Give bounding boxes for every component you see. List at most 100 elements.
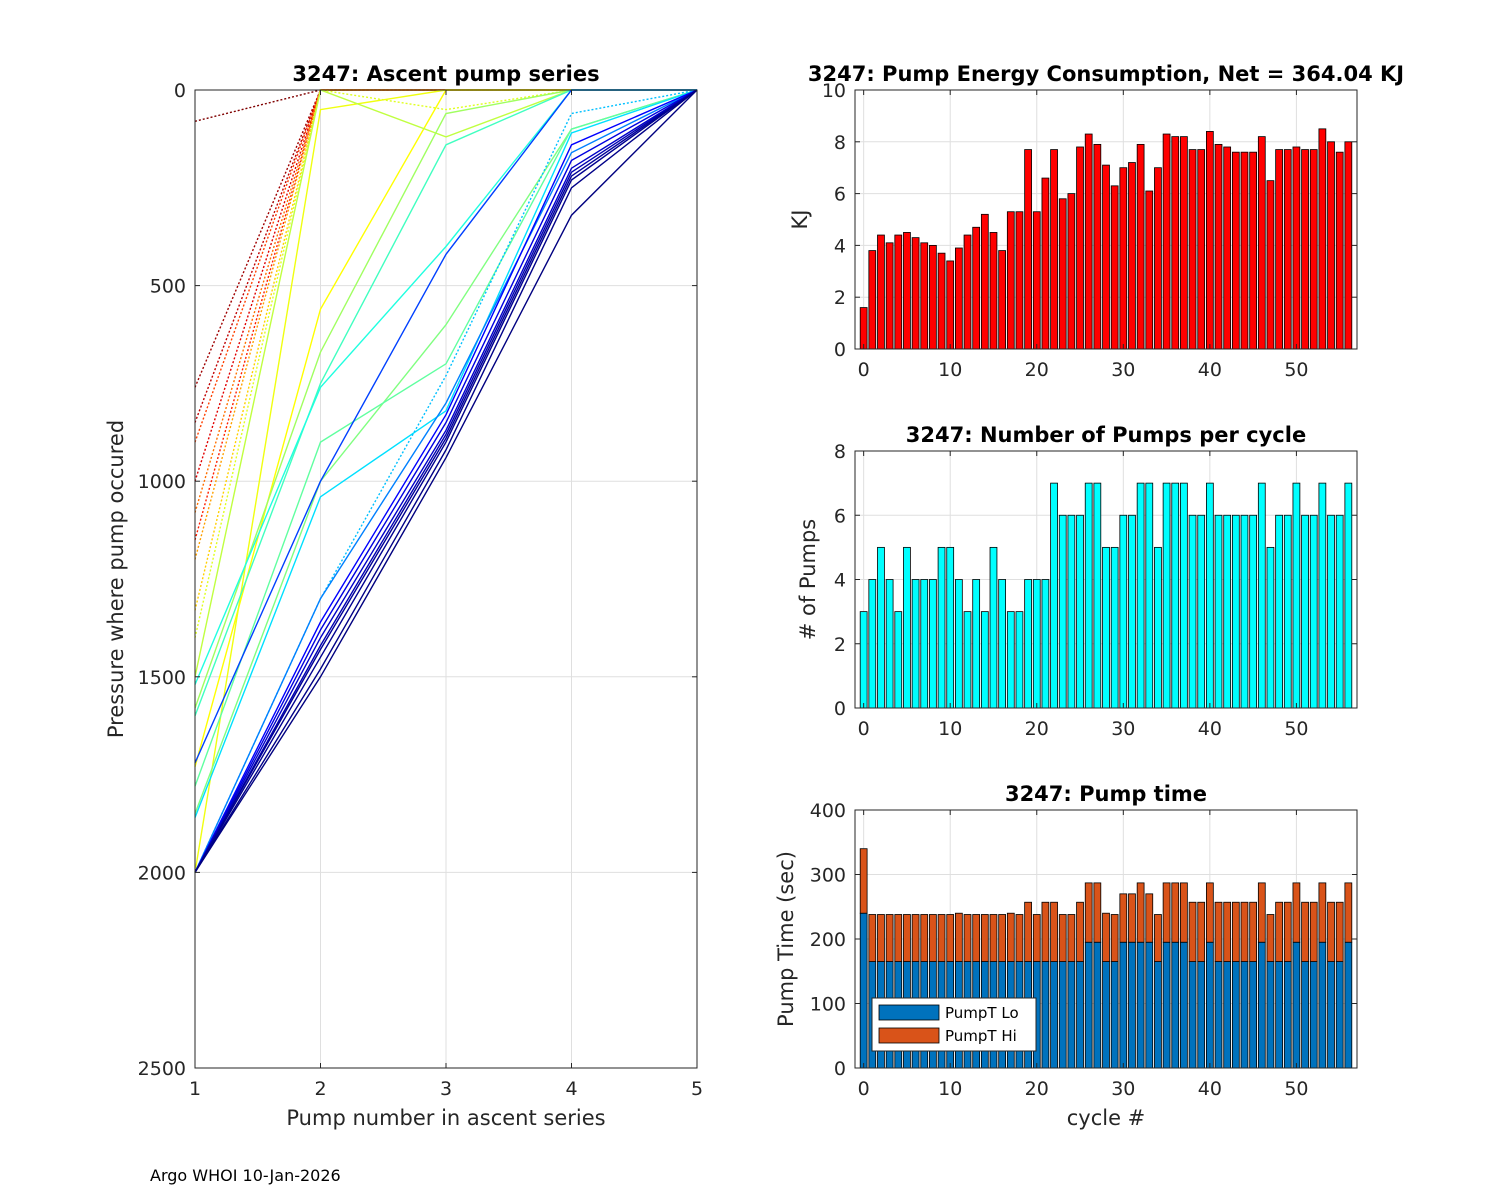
pumps-bar [1240,514,1249,709]
pumpt-lo-bar [1180,941,1188,1069]
x-tick-label: 10 [938,1078,962,1100]
energy-bar [868,250,877,350]
x-tick-label: 0 [858,1078,870,1100]
pumpt-hi-bar [1283,901,1292,962]
pumpt-hi-bar [963,914,972,962]
legend-label: PumpT Lo [945,1004,1019,1022]
pumps-bar [1110,546,1119,709]
y-tick-label: 400 [810,800,846,822]
pumpt-lo-bar [1050,961,1058,1069]
pumpt-lo-bar [1145,941,1154,1069]
energy-bar [1084,133,1093,350]
y-tick-label: 6 [834,505,846,527]
pumpt-hi-bar [972,914,981,962]
energy-bar [1015,211,1024,350]
pumpt-hi-bar [1102,912,1110,962]
legend-swatch [878,1027,940,1044]
pumpt-lo-bar [1067,961,1076,1069]
pumpt-lo-bar [1327,961,1335,1069]
pumpt-hi-bar [1093,882,1102,943]
pumpt-hi-bar [1119,893,1128,943]
pumps-bar [1154,546,1162,709]
pumpt-hi-bar [929,914,937,962]
pumps-bar [937,546,946,709]
y-tick-label: 1500 [138,667,186,689]
pumpt-hi-bar [1344,882,1353,943]
y-tick-label: 0 [174,80,186,102]
pumps-bar [1292,482,1301,709]
y-tick-label: 2500 [138,1058,186,1080]
energy-bar [1223,146,1232,350]
pumpt-lo-bar [1206,941,1214,1069]
pumps-bar [1084,482,1093,709]
x-tick-label: 40 [1198,1078,1222,1100]
x-tick-label: 30 [1111,359,1135,381]
pumps-bar [955,579,963,709]
energy-bar [1309,149,1318,350]
pump-time-axes: 0 10 20 30 40 50 0 100 200 300 400 3247: Pump time c… [774,782,1358,1130]
energy-bar [1335,151,1344,350]
pumpt-hi-bar [1249,901,1258,962]
ascent-series-line [194,89,698,787]
pumps-bar [972,579,981,709]
pumps-bar [1006,611,1015,709]
energy-bar [1283,149,1292,350]
x-tick-label: 50 [1284,359,1308,381]
y-tick-label: 2 [834,287,846,309]
ascent-series-line [194,89,698,873]
pumpt-hi-bar [1110,914,1119,962]
pumps-bar [1067,514,1076,709]
energy-bar [937,252,946,350]
y-tick-label: 500 [150,276,186,298]
pumpt-lo-bar [1076,961,1084,1069]
pumps-bar [989,546,998,709]
pumps-per-cycle-axes: 0 10 20 30 40 50 0 2 4 6 8 3247: Number of Pumps pe… [796,423,1358,740]
y-axis-label: Pressure where pump occured [104,420,128,738]
pumpt-hi-bar [911,914,920,962]
energy-bar [885,242,894,350]
ascent-pump-series-axes: 1 2 3 4 5 0 500 1000 1500 2000 2500 3247: Ascent pu… [104,62,703,1130]
energy-bar [980,213,989,350]
pumps-bar [1257,482,1266,709]
pumpt-lo-bar [1231,961,1240,1069]
pumpt-hi-bar [1206,882,1214,943]
energy-bar [955,247,963,350]
pumpt-hi-bar [980,914,989,962]
pumps-bar [1162,482,1171,709]
pumpt-hi-bar [1180,882,1188,943]
pumps-bar [1076,514,1084,709]
energy-bar [1266,180,1275,350]
x-tick-label: 0 [858,359,870,381]
pumps-bar [1171,482,1180,709]
chart-title: 3247: Pump time [1005,782,1207,806]
y-axis-label: Pump Time (sec) [774,851,798,1027]
x-tick-label: 10 [938,718,962,740]
ascent-series-line [194,89,698,818]
pumps-bar [911,579,920,709]
pumps-bar [1128,514,1136,709]
legend-label: PumpT Hi [945,1027,1017,1045]
pumpt-hi-bar [1335,901,1344,962]
energy-bar [1041,177,1050,350]
energy-bar [1231,151,1240,350]
y-tick-label: 0 [834,339,846,361]
energy-bar [1110,185,1119,350]
pumps-bar [998,579,1006,709]
energy-bar [1257,136,1266,350]
energy-bar [1240,151,1249,350]
y-tick-label: 8 [834,441,846,463]
pumpt-hi-bar [1032,914,1041,962]
pumpt-hi-bar [1240,901,1249,962]
chart-title: 3247: Ascent pump series [292,62,599,86]
energy-bar [920,242,929,350]
pumpt-hi-bar [1188,901,1197,962]
y-tick-label: 4 [834,235,846,257]
y-tick-label: 300 [810,865,846,887]
pumpt-lo-bar [1283,961,1292,1069]
pumpt-hi-bar [1197,901,1206,962]
pumps-bar [903,546,911,709]
y-tick-label: 2000 [138,862,186,884]
pumpt-hi-bar [937,914,946,962]
pumpt-lo-bar [1335,961,1344,1069]
